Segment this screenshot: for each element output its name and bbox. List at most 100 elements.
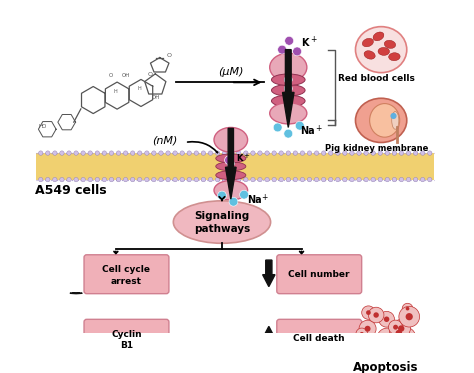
Circle shape (365, 326, 371, 332)
Circle shape (368, 307, 384, 323)
Circle shape (360, 332, 364, 336)
Circle shape (284, 76, 292, 84)
Text: Cell number: Cell number (289, 270, 350, 279)
Circle shape (385, 151, 390, 155)
Circle shape (194, 151, 199, 155)
Ellipse shape (373, 32, 384, 41)
Text: Cell death: Cell death (293, 334, 345, 343)
Circle shape (402, 334, 409, 341)
Circle shape (218, 191, 227, 200)
Circle shape (180, 151, 184, 155)
Circle shape (328, 178, 333, 182)
Circle shape (187, 151, 191, 155)
Circle shape (279, 178, 283, 182)
Polygon shape (70, 293, 82, 294)
Circle shape (293, 47, 301, 56)
Circle shape (116, 151, 121, 155)
Circle shape (406, 307, 410, 310)
Circle shape (371, 178, 375, 182)
Ellipse shape (362, 38, 374, 47)
Polygon shape (263, 260, 275, 286)
Circle shape (60, 151, 64, 155)
Circle shape (244, 151, 248, 155)
Text: OH: OH (152, 95, 160, 100)
Circle shape (60, 178, 64, 182)
Circle shape (102, 178, 107, 182)
Circle shape (284, 129, 293, 138)
Circle shape (145, 151, 149, 155)
Circle shape (336, 151, 340, 155)
Circle shape (225, 156, 234, 164)
Circle shape (295, 121, 304, 130)
Circle shape (159, 178, 163, 182)
Circle shape (137, 178, 142, 182)
Ellipse shape (392, 112, 399, 129)
Circle shape (321, 151, 326, 155)
Circle shape (399, 151, 404, 155)
FancyArrowPatch shape (188, 142, 218, 153)
Ellipse shape (356, 26, 407, 73)
Circle shape (229, 197, 238, 206)
Circle shape (173, 151, 177, 155)
Text: OH: OH (121, 73, 130, 78)
Circle shape (356, 328, 368, 340)
Circle shape (378, 178, 383, 182)
Circle shape (227, 169, 234, 176)
Ellipse shape (173, 201, 271, 243)
Circle shape (364, 178, 368, 182)
Circle shape (357, 178, 361, 182)
Circle shape (215, 178, 220, 182)
Circle shape (102, 151, 107, 155)
Polygon shape (226, 128, 236, 199)
Circle shape (130, 151, 135, 155)
Ellipse shape (216, 154, 246, 163)
Text: Cell cycle: Cell cycle (102, 265, 150, 274)
Circle shape (137, 151, 142, 155)
Circle shape (88, 178, 92, 182)
Circle shape (385, 178, 390, 182)
Circle shape (145, 178, 149, 182)
Circle shape (258, 178, 262, 182)
Ellipse shape (384, 40, 396, 48)
Circle shape (222, 151, 227, 155)
Circle shape (38, 178, 43, 182)
Polygon shape (263, 326, 275, 353)
Circle shape (159, 151, 163, 155)
FancyBboxPatch shape (277, 319, 362, 358)
Circle shape (350, 151, 354, 155)
Circle shape (272, 178, 276, 182)
Circle shape (74, 178, 78, 182)
Text: O: O (109, 73, 113, 78)
Ellipse shape (272, 85, 305, 96)
Circle shape (46, 151, 50, 155)
Circle shape (285, 37, 293, 45)
Ellipse shape (214, 128, 247, 152)
Circle shape (293, 151, 298, 155)
Circle shape (166, 151, 170, 155)
Ellipse shape (356, 98, 407, 142)
Circle shape (384, 316, 389, 322)
Circle shape (229, 178, 234, 182)
Circle shape (390, 324, 408, 342)
Text: (nM): (nM) (152, 136, 177, 146)
Circle shape (428, 151, 432, 155)
Circle shape (265, 151, 269, 155)
Text: +: + (310, 35, 317, 44)
Circle shape (95, 151, 100, 155)
Ellipse shape (216, 171, 246, 180)
Circle shape (350, 178, 354, 182)
Circle shape (399, 306, 419, 327)
Circle shape (420, 151, 425, 155)
Text: +: + (261, 193, 267, 202)
Ellipse shape (272, 74, 305, 85)
Circle shape (278, 45, 286, 54)
Text: Signaling: Signaling (194, 211, 250, 221)
Circle shape (314, 178, 319, 182)
Circle shape (392, 178, 397, 182)
Circle shape (392, 151, 397, 155)
Circle shape (116, 178, 121, 182)
Bar (36, 153, 434, 180)
Circle shape (286, 151, 291, 155)
Circle shape (379, 311, 394, 327)
Ellipse shape (370, 104, 400, 137)
